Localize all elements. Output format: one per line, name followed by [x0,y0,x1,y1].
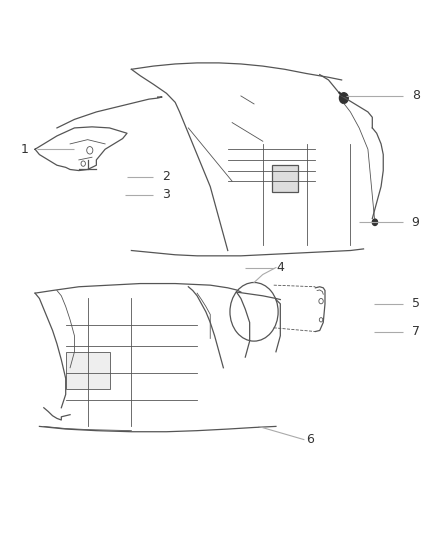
Text: 2: 2 [162,171,170,183]
Text: 1: 1 [21,143,28,156]
Text: 7: 7 [412,325,420,338]
Text: 4: 4 [276,261,284,274]
Text: 9: 9 [412,216,420,229]
Text: 3: 3 [162,188,170,201]
Circle shape [339,93,348,103]
Text: 5: 5 [412,297,420,310]
Circle shape [372,219,378,225]
Bar [272,165,298,192]
Text: 8: 8 [412,90,420,102]
Bar [66,352,110,389]
Text: 6: 6 [307,433,314,446]
